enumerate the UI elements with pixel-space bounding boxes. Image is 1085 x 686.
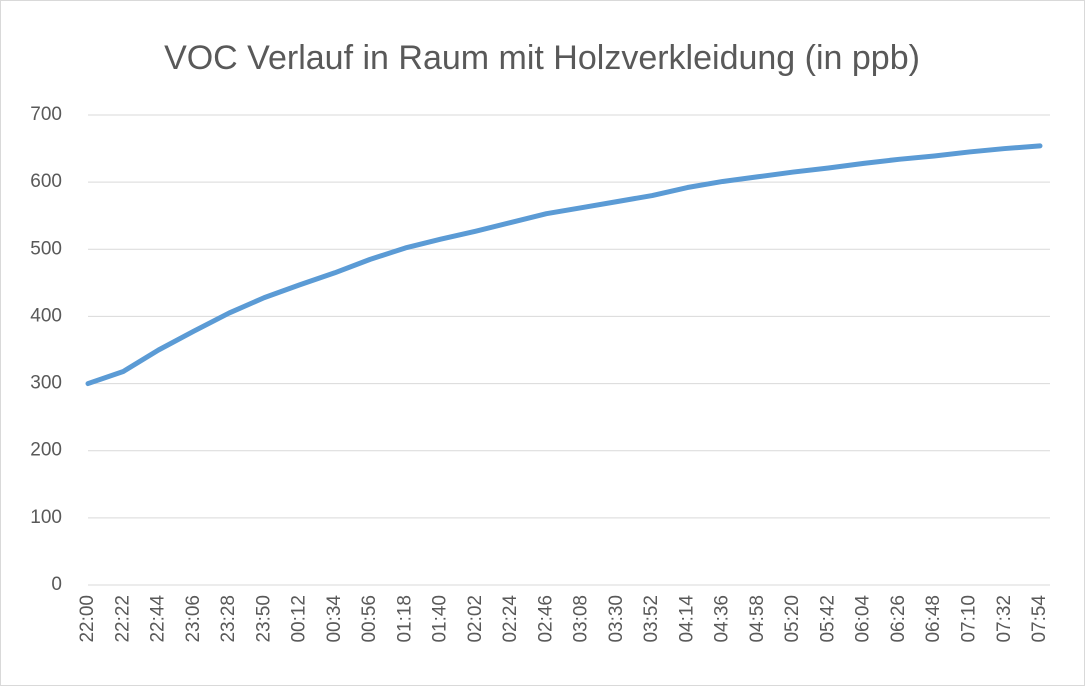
x-tick-label: 03:08: [571, 595, 592, 643]
x-tick-label: 01:18: [394, 595, 415, 643]
x-tick-label: 00:12: [289, 595, 310, 643]
x-tick-label: 22:22: [112, 595, 133, 643]
x-tick-label: 03:52: [641, 595, 662, 643]
x-tick-label: 06:26: [888, 595, 909, 643]
x-tick-label: 02:24: [500, 595, 521, 643]
y-tick-label: 500: [30, 238, 62, 259]
x-tick-label: 05:42: [817, 595, 838, 643]
x-tick-label: 22:44: [148, 595, 169, 643]
y-tick-label: 200: [30, 440, 62, 461]
x-tick-label: 01:40: [430, 595, 451, 643]
y-tick-label: 400: [30, 305, 62, 326]
x-tick-label: 06:48: [923, 595, 944, 643]
y-tick-label: 100: [30, 507, 62, 528]
x-tick-label: 02:02: [465, 595, 486, 643]
x-tick-label: 03:30: [606, 595, 627, 643]
x-tick-label: 04:58: [747, 595, 768, 643]
x-tick-label: 00:34: [324, 595, 345, 643]
y-tick-label: 0: [51, 574, 62, 595]
data-line: [85, 143, 1043, 387]
x-tick-label: 23:50: [253, 595, 274, 643]
x-tick-label: 00:56: [359, 595, 380, 643]
y-tick-label: 600: [30, 171, 62, 192]
x-tick-label: 07:10: [958, 595, 979, 643]
x-tick-label: 07:32: [994, 595, 1015, 643]
x-tick-label: 22:00: [77, 595, 98, 643]
x-tick-label: 06:04: [853, 595, 874, 643]
x-tick-label: 23:28: [218, 595, 239, 643]
y-tick-label: 300: [30, 373, 62, 394]
x-tick-label: 05:20: [782, 595, 803, 643]
y-tick-label: 700: [30, 104, 62, 125]
x-tick-label: 04:14: [676, 595, 697, 643]
chart-title: VOC Verlauf in Raum mit Holzverkleidung …: [164, 39, 920, 77]
x-tick-label: 07:54: [1029, 595, 1050, 643]
x-tick-label: 04:36: [712, 595, 733, 643]
x-tick-label: 23:06: [183, 595, 204, 643]
x-tick-label: 02:46: [535, 595, 556, 643]
